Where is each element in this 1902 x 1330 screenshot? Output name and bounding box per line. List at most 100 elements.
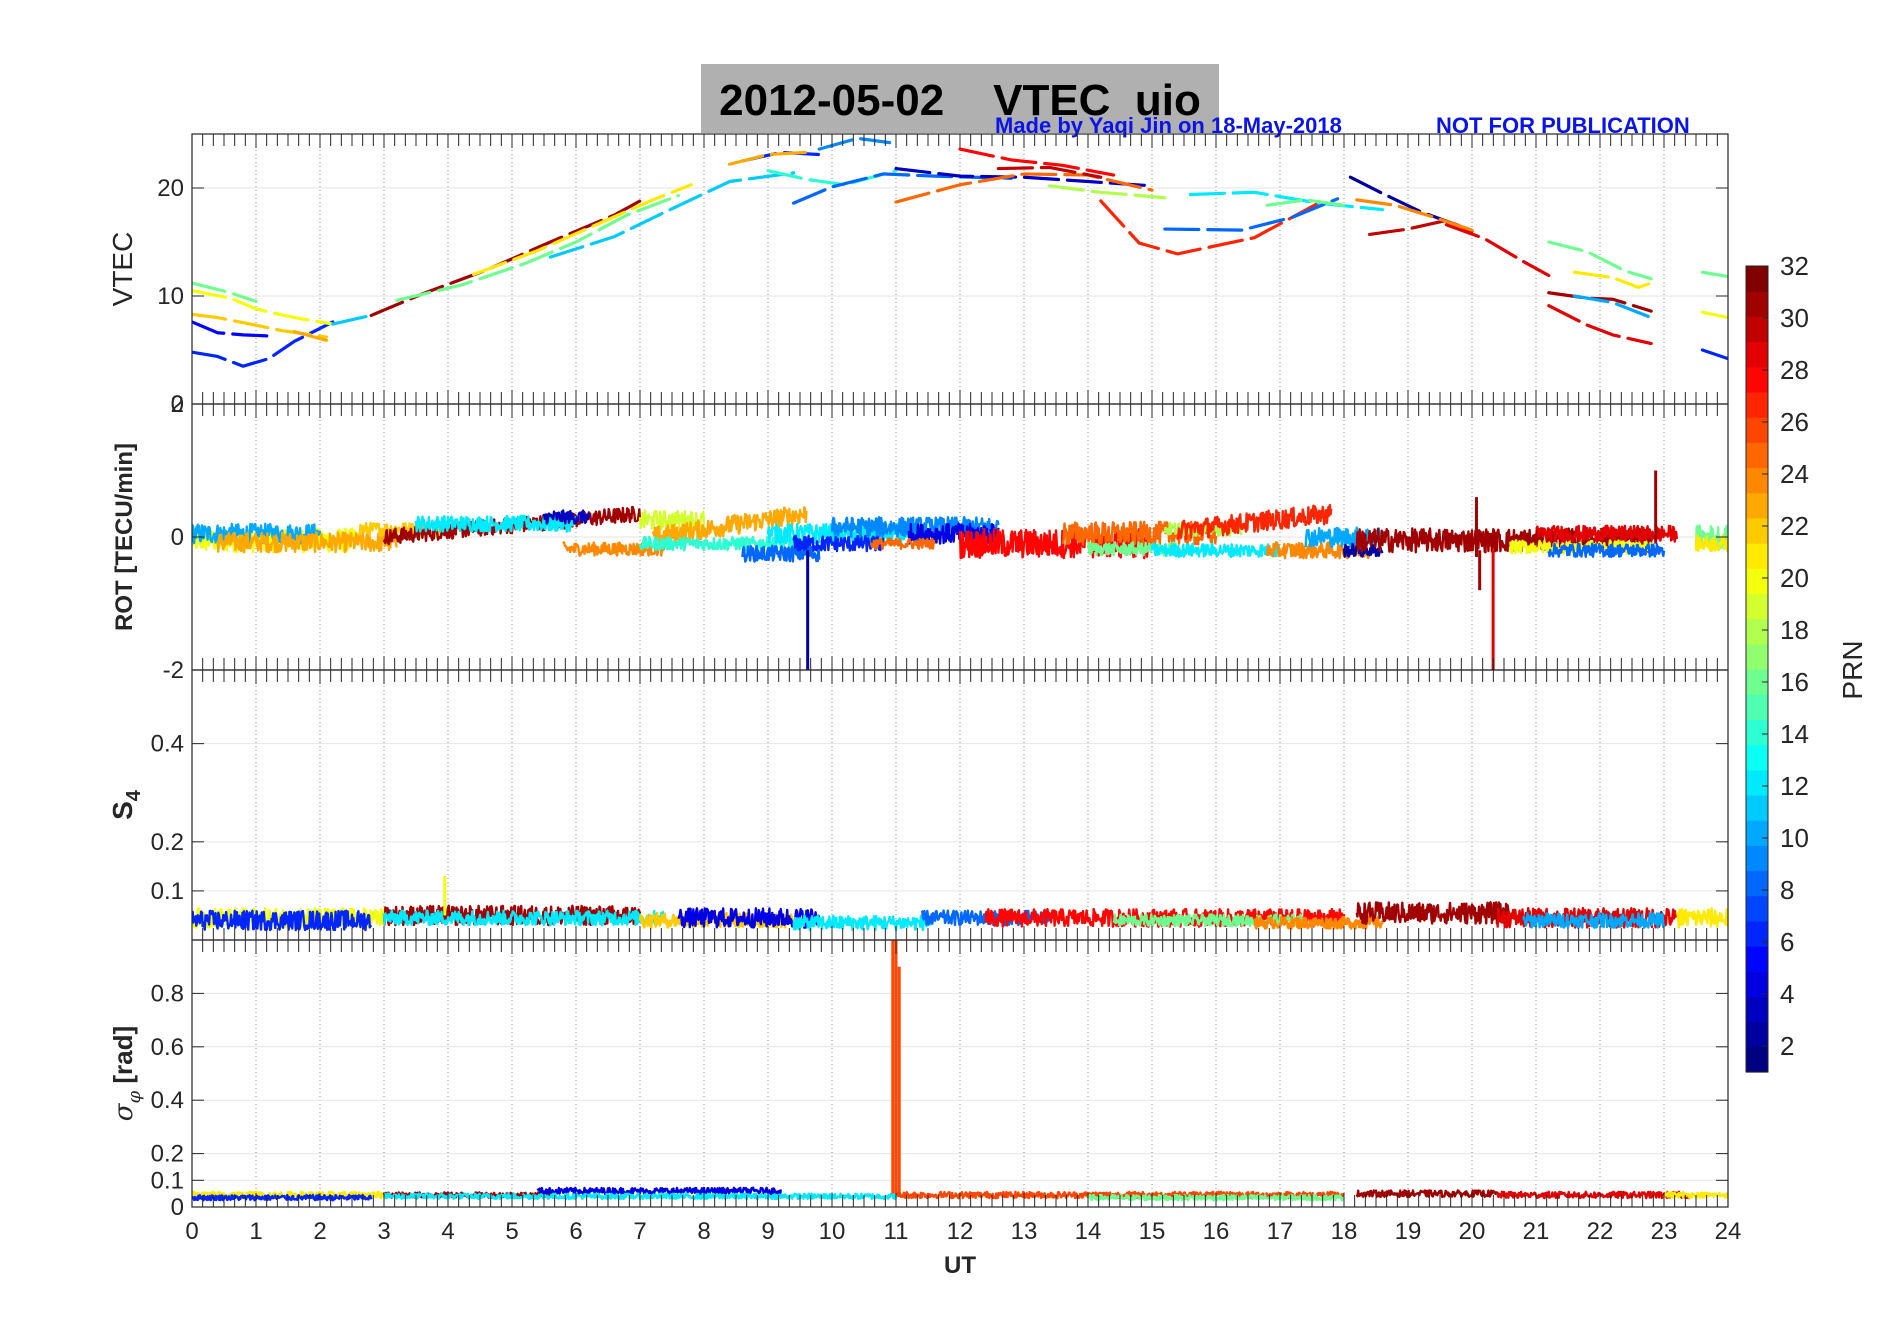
- trace-prn-4: [536, 1186, 782, 1196]
- colorbar-segment: [1746, 291, 1768, 317]
- colorbar-segment: [1746, 568, 1768, 595]
- trace-prn-2: [1342, 542, 1384, 558]
- x-tick-label: 20: [1459, 1218, 1486, 1245]
- colorbar-segment: [1746, 1046, 1768, 1073]
- vtec-series-prn-3: [894, 166, 1154, 188]
- trace-prn-29: [1496, 1190, 1691, 1200]
- trace-prn-31: [1355, 527, 1653, 554]
- trace-prn-12: [792, 914, 936, 932]
- colorbar-segment: [1746, 442, 1768, 469]
- colorbar-segment: [1746, 744, 1768, 771]
- y-tick-label: 0: [171, 391, 184, 418]
- colorbar-segment: [1746, 845, 1768, 872]
- vtec-series-prn-28: [958, 147, 1116, 177]
- x-tick-label: 10: [819, 1218, 846, 1245]
- colorbar-segment: [1746, 694, 1768, 720]
- colorbar-tick-label: 2: [1780, 1031, 1794, 1061]
- trace-prn-16: [1086, 541, 1179, 557]
- vtec-series-prn-9: [817, 136, 892, 151]
- x-tick-label: 17: [1267, 1218, 1294, 1245]
- data-layer: [192, 470, 1728, 670]
- vtec-series-prn-11: [331, 313, 373, 326]
- vtec-series-prn-20: [1700, 310, 1728, 320]
- vtec-series-prn-10: [1572, 294, 1653, 320]
- vtec-series-prn-24: [1355, 198, 1474, 232]
- x-tick-label: 23: [1651, 1218, 1678, 1245]
- y-tick-label: 0.4: [151, 1087, 184, 1114]
- colorbar-frame: [1745, 265, 1769, 1073]
- trace-prn-20: [1509, 539, 1653, 555]
- x-tick-label: 9: [761, 1218, 774, 1245]
- x-tick-label: 16: [1203, 1218, 1230, 1245]
- colorbar-segment: [1746, 467, 1768, 494]
- vtec-series-prn-16: [1265, 198, 1346, 207]
- y-tick-label: 0.1: [151, 878, 184, 905]
- vtec-series-prn-25: [894, 172, 1154, 204]
- colorbar-tick-label: 20: [1780, 563, 1809, 593]
- colorbar-segment: [1746, 341, 1768, 368]
- trace-prn-10: [1522, 911, 1666, 929]
- trace-prn-23: [651, 506, 808, 546]
- trace-prn-21: [1694, 534, 1728, 553]
- x-tick-label: 13: [1011, 1218, 1038, 1245]
- x-tick-label: 11: [884, 1218, 909, 1245]
- colorbar-segment: [1746, 517, 1768, 544]
- y-axis-label: ROT [TECU/min]: [111, 443, 138, 631]
- colorbar-tick-label: 4: [1780, 979, 1794, 1009]
- data-layer: [192, 136, 1728, 368]
- colorbar-segment: [1746, 769, 1768, 796]
- vtec-series-prn-16: [1700, 270, 1728, 279]
- colorbar-tick-label: 16: [1780, 667, 1809, 697]
- trace-prn-3: [542, 509, 590, 525]
- colorbar-tick-label: 28: [1780, 355, 1809, 385]
- vtec-series-prn-16: [1547, 240, 1653, 281]
- vtec-series-prn-29: [1444, 223, 1551, 278]
- trace-prn-21: [192, 1190, 385, 1200]
- trace-prn-27: [1176, 503, 1333, 541]
- trace-prn-12: [414, 514, 578, 533]
- y-tick-label: 0.4: [151, 731, 184, 758]
- colorbar-segment: [1746, 316, 1768, 343]
- colorbar-tick-label: 26: [1780, 407, 1809, 437]
- colorbar-segment: [1746, 895, 1768, 922]
- y-tick-label: 0.2: [151, 1141, 184, 1168]
- vtec-series-prn-16: [395, 193, 681, 302]
- vtec-series-prn-23: [727, 150, 809, 166]
- panel-sigma_phi: 00.10.20.40.60.8σφ [rad]0 1 2 3 4 5 6 7 8 9 10 11 12…: [108, 939, 1742, 1279]
- y-axis-label: S4: [107, 789, 145, 820]
- colorbar-segment: [1746, 946, 1768, 972]
- trace-prn-8: [1547, 542, 1666, 558]
- trace-prn-10: [1304, 526, 1384, 549]
- colorbar-segment: [1746, 593, 1768, 620]
- x-tick-label: 4: [441, 1218, 454, 1245]
- colorbar-segment: [1746, 643, 1768, 670]
- y-tick-label: 10: [157, 283, 184, 310]
- trace-prn-10: [192, 522, 322, 545]
- colorbar-segment: [1746, 492, 1768, 519]
- title-background: [701, 64, 1219, 133]
- colorbar-tick-label: 24: [1780, 459, 1809, 489]
- colorbar-segment: [1746, 366, 1768, 393]
- x-tick-label: 24: [1715, 1218, 1742, 1245]
- y-tick-label: 0: [171, 524, 184, 551]
- colorbar-segment: [1746, 870, 1768, 897]
- colorbar-segment: [1746, 543, 1768, 569]
- trace-prn-24: [562, 541, 667, 557]
- vtec-series-prn-16: [192, 281, 258, 303]
- colorbar-segment: [1746, 618, 1768, 645]
- colorbar-tick-label: 22: [1780, 511, 1809, 541]
- trace-prn-25: [869, 537, 936, 550]
- vtec-series-prn-21: [472, 183, 693, 276]
- x-tick-label: 2: [313, 1218, 326, 1245]
- colorbar-tick-label: 10: [1780, 823, 1809, 853]
- trace-prn-12: [1150, 542, 1282, 559]
- data-layer: [192, 876, 1728, 932]
- y-axis-label: σφ [rad]: [108, 1026, 145, 1121]
- y-tick-label: 0.1: [151, 1167, 184, 1194]
- colorbar-segment: [1746, 820, 1768, 846]
- colorbar-tick-label: 8: [1780, 875, 1794, 905]
- data-layer: [192, 940, 1728, 1202]
- vtec-series-prn-5: [192, 320, 271, 338]
- colorbar-segment: [1746, 391, 1768, 418]
